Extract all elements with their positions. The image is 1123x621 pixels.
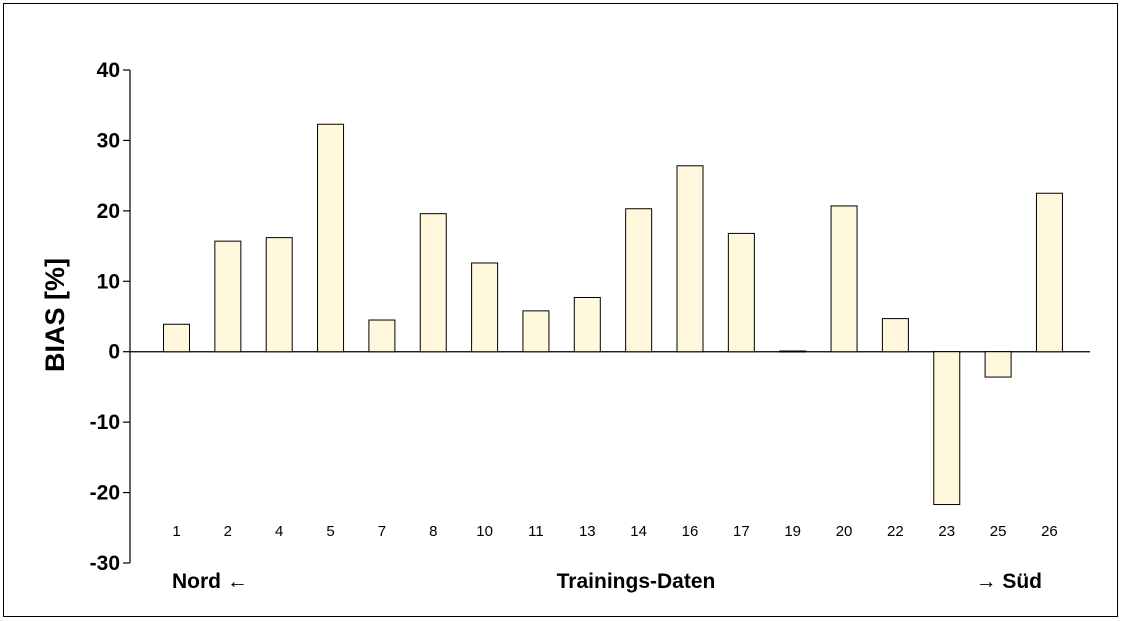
bar-1: [163, 323, 190, 353]
y-tick-label: -10: [90, 411, 120, 434]
bar-17: [727, 232, 755, 353]
bar-13: [573, 296, 601, 353]
x-tick-label: 23: [938, 523, 955, 540]
y-tick-label: 0: [108, 341, 120, 364]
x-tick-label: 14: [630, 523, 647, 540]
bar-2: [214, 240, 242, 353]
right-direction-note: → Süd: [976, 570, 1043, 593]
y-tick-label: 10: [97, 270, 120, 293]
bar-7: [368, 319, 396, 353]
y-tick-label: -30: [90, 552, 120, 575]
x-tick-label: 16: [682, 523, 699, 540]
x-tick-label: 5: [326, 523, 334, 540]
y-axis: 40 30 20 10 0 -10 -20 -30: [90, 59, 1090, 575]
bar-10: [471, 262, 499, 353]
y-axis-label: BIAS [%]: [40, 258, 70, 372]
y-tick-label: 40: [97, 59, 120, 82]
x-tick-label: 4: [275, 523, 283, 540]
x-tick-label: 2: [224, 523, 232, 540]
bar-8: [419, 213, 447, 353]
bar-19: [779, 350, 807, 353]
x-tick-label: 26: [1041, 523, 1058, 540]
chart-frame: [3, 3, 1118, 617]
x-tick-labels: 1 2 4 5 7 8 10 11 13 14 16 17 19 20 22 23 25 26: [172, 523, 1057, 540]
bar-20: [830, 205, 858, 353]
bar-14: [625, 208, 653, 353]
bar-23: [933, 351, 961, 506]
x-tick-label: 25: [990, 523, 1007, 540]
x-tick-label: 11: [528, 523, 544, 540]
bar-22: [881, 318, 909, 353]
x-tick-label: 13: [579, 523, 596, 540]
x-tick-label: 8: [429, 523, 437, 540]
bar-11: [522, 310, 550, 353]
bar-4: [265, 237, 293, 353]
y-tick-label: -20: [90, 482, 120, 505]
bars: [163, 123, 1063, 506]
x-tick-label: 17: [733, 523, 750, 540]
x-tick-label: 22: [887, 523, 904, 540]
y-tick-label: 30: [97, 129, 120, 152]
x-tick-label: 20: [836, 523, 853, 540]
left-direction-note: Nord ←: [172, 570, 248, 593]
x-tick-label: 1: [172, 523, 180, 540]
x-tick-label: 10: [476, 523, 493, 540]
bar-16: [676, 165, 704, 353]
x-tick-label: 19: [784, 523, 801, 540]
bar-25: [984, 351, 1012, 378]
y-tick-label: 20: [97, 200, 120, 223]
x-axis-label: Trainings-Daten: [557, 570, 716, 593]
x-tick-label: 7: [378, 523, 386, 540]
bar-5: [317, 123, 345, 353]
bar-26: [1035, 192, 1063, 353]
